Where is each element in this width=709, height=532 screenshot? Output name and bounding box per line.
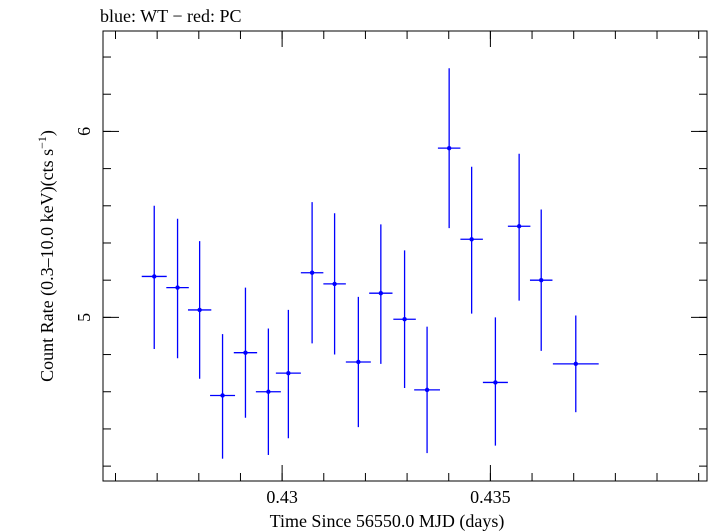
data-point — [437, 68, 461, 229]
data-point — [507, 153, 531, 301]
y-tick-label: 5 — [74, 313, 94, 322]
data-marker — [243, 350, 248, 355]
data-marker — [332, 281, 337, 287]
data-marker — [402, 317, 407, 322]
data-point — [323, 213, 346, 355]
data-point — [166, 218, 189, 359]
data-point — [482, 317, 508, 446]
y-axis-label-main: Count Rate (0.3–10.0 keV)(cts s — [37, 149, 58, 382]
data-point — [233, 287, 258, 418]
x-axis-label: Time Since 56550.0 MJD (days) — [270, 511, 505, 532]
data-marker — [152, 274, 157, 279]
data-marker — [197, 307, 202, 313]
data-point — [460, 166, 483, 314]
x-tick-label: 0.435 — [470, 487, 511, 507]
data-point — [345, 296, 371, 428]
data-point — [255, 328, 281, 455]
axis-ticks — [103, 31, 707, 481]
data-marker — [309, 270, 315, 275]
data-marker — [516, 224, 522, 229]
x-tick-labels: 0.43 0.435 — [266, 487, 510, 507]
plot-frame — [102, 30, 708, 482]
y-tick-labels: 56 — [74, 127, 94, 322]
data-point — [187, 241, 212, 379]
y-axis-label: Count Rate (0.3–10.0 keV)(cts s−1) — [35, 130, 58, 382]
y-tick-label: 6 — [74, 127, 94, 136]
data-marker — [378, 290, 384, 296]
data-point — [529, 209, 553, 351]
data-point — [300, 202, 324, 344]
y-axis-label-close: ) — [37, 130, 58, 136]
data-marker — [424, 387, 430, 393]
data-points — [141, 68, 599, 459]
chart-title: blue: WT − red: PC — [100, 6, 241, 26]
data-point — [552, 315, 599, 413]
data-marker — [356, 359, 361, 365]
data-marker — [175, 285, 180, 290]
data-marker — [286, 370, 291, 376]
data-marker — [446, 145, 452, 151]
data-marker — [266, 389, 271, 394]
data-point — [141, 205, 167, 349]
data-marker — [573, 361, 578, 367]
data-point — [275, 309, 301, 439]
data-point — [369, 224, 393, 364]
data-marker — [493, 380, 498, 385]
x-tick-label: 0.43 — [266, 487, 298, 507]
data-marker — [469, 237, 474, 242]
data-marker — [220, 393, 225, 398]
data-point — [393, 250, 416, 389]
data-point — [210, 334, 236, 459]
data-point — [414, 326, 440, 454]
data-marker — [539, 277, 544, 283]
y-axis-label-exponent: −1 — [35, 136, 49, 149]
